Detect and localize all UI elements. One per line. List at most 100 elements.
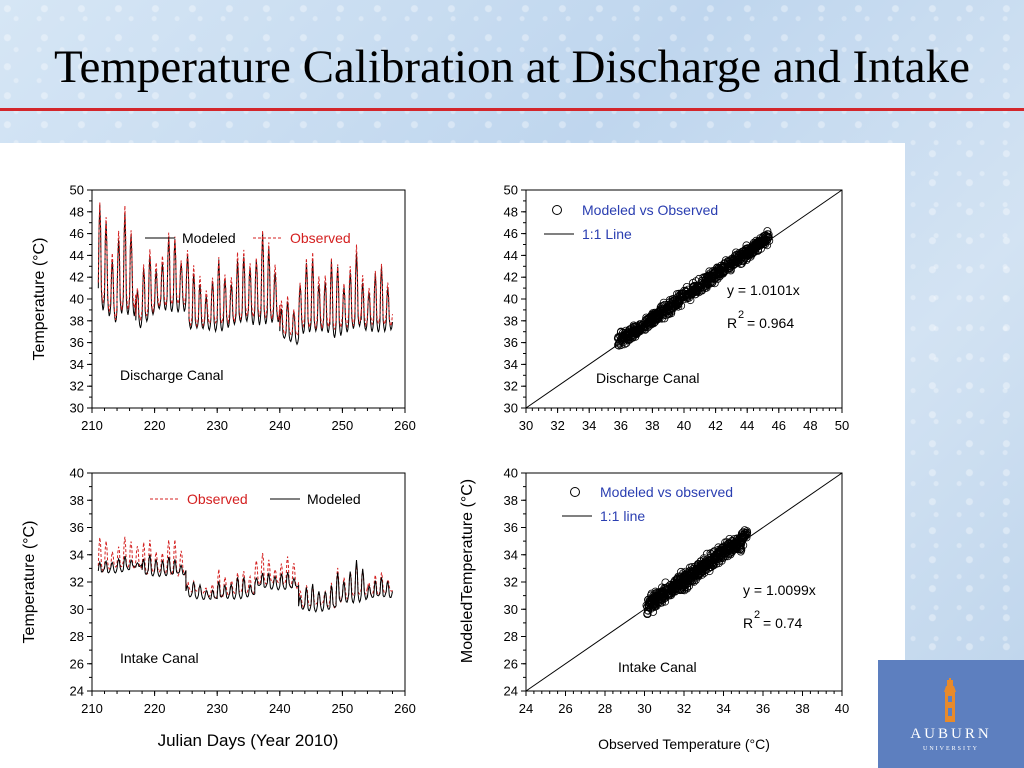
scatter-point xyxy=(631,328,640,337)
x-tick-label: 230 xyxy=(206,418,228,433)
x-tick-label: 38 xyxy=(645,418,659,433)
legend-label-line: 1:1 Line xyxy=(582,226,632,242)
series-line-modeled xyxy=(97,204,393,346)
y-tick-label: 32 xyxy=(70,379,84,394)
scatter-point xyxy=(630,324,639,333)
y-tick-label: 40 xyxy=(70,466,84,481)
scatter-point xyxy=(621,330,630,339)
scatter-point xyxy=(736,544,745,553)
scatter-point xyxy=(681,289,690,298)
scatter-point xyxy=(649,595,658,604)
scatter-point xyxy=(677,585,686,594)
scatter-point xyxy=(742,250,751,259)
y-tick-label: 28 xyxy=(504,629,518,644)
scatter-point xyxy=(739,528,748,537)
x-tick-label: 250 xyxy=(332,418,354,433)
scatter-point xyxy=(703,549,712,558)
scatter-point xyxy=(678,289,687,298)
y-tick-label: 38 xyxy=(504,313,518,328)
x-tick-label: 220 xyxy=(144,701,166,716)
x-tick-label: 48 xyxy=(803,418,817,433)
x-tick-label: 40 xyxy=(835,701,849,716)
scatter-point xyxy=(677,567,686,576)
y-tick-label: 44 xyxy=(504,248,518,263)
r-squared-label: R xyxy=(743,615,753,631)
scatter-point xyxy=(649,309,658,318)
y-tick-label: 42 xyxy=(70,270,84,285)
series-line-modeled xyxy=(97,554,393,613)
x-tick-label: 210 xyxy=(81,701,103,716)
scatter-point xyxy=(662,304,671,313)
scatter-point xyxy=(667,585,676,594)
auburn-university-logo: AUBURN UNIVERSITY xyxy=(878,660,1024,768)
scatter-point xyxy=(666,580,675,589)
annotation-label: Intake Canal xyxy=(618,659,697,675)
y-tick-label: 36 xyxy=(70,520,84,535)
title-divider xyxy=(0,108,1024,111)
scatter-point xyxy=(681,575,690,584)
r-squared-exponent: 2 xyxy=(738,309,744,321)
y-tick-label: 32 xyxy=(70,575,84,590)
y-tick-label: 38 xyxy=(70,313,84,328)
scatter-point xyxy=(728,539,737,548)
scatter-point xyxy=(710,556,719,565)
scatter-point xyxy=(618,333,627,342)
scatter-points xyxy=(613,227,774,350)
y-tick-label: 24 xyxy=(70,684,84,699)
fit-equation: y = 1.0101x xyxy=(727,282,800,298)
scatter-point xyxy=(760,234,769,243)
y-tick-label: 30 xyxy=(504,602,518,617)
scatter-point xyxy=(626,329,635,338)
legend-label-modeled: Modeled xyxy=(182,230,236,246)
scatter-point xyxy=(711,266,720,275)
y-tick-label: 40 xyxy=(504,292,518,307)
scatter-point xyxy=(668,587,677,596)
y-tick-label: 40 xyxy=(504,466,518,481)
y-tick-label: 48 xyxy=(504,204,518,219)
y-tick-label: 46 xyxy=(70,226,84,241)
scatter-point xyxy=(725,264,734,273)
x-tick-label: 24 xyxy=(519,701,533,716)
annotation-label: Intake Canal xyxy=(120,650,199,666)
y-tick-label: 34 xyxy=(70,547,84,562)
x-tick-label: 240 xyxy=(269,418,291,433)
x-tick-label: 34 xyxy=(716,701,730,716)
fit-equation: y = 1.0099x xyxy=(743,582,816,598)
x-tick-label: 38 xyxy=(795,701,809,716)
scatter-point xyxy=(720,259,729,268)
x-tick-label: 210 xyxy=(81,418,103,433)
charts-canvas: 210 220 230 240 250 2603032343638404244464850… xyxy=(21,183,849,753)
r-squared-exponent: 2 xyxy=(754,609,760,621)
scatter-point xyxy=(659,588,668,597)
scatter-point xyxy=(737,540,746,549)
scatter-point xyxy=(645,314,654,323)
y-tick-label: 26 xyxy=(70,656,84,671)
x-tick-label: 36 xyxy=(614,418,628,433)
legend-marker-circle xyxy=(570,487,580,497)
y-axis-title-discharge: Temperature (°C) xyxy=(31,238,48,361)
r-squared-value: = 0.74 xyxy=(763,615,803,631)
scatter-point xyxy=(763,233,772,242)
scatter-point xyxy=(651,587,660,596)
x-tick-label: 260 xyxy=(394,701,416,716)
x-tick-label: 34 xyxy=(582,418,596,433)
r-squared-value: = 0.964 xyxy=(747,315,794,331)
y-tick-label: 36 xyxy=(504,520,518,535)
x-axis-title-observed: Observed Temperature (°C) xyxy=(598,736,770,752)
scatter-point xyxy=(695,568,704,577)
scatter-point xyxy=(740,532,749,541)
y-tick-label: 34 xyxy=(504,547,518,562)
annotation-label: Discharge Canal xyxy=(596,370,700,386)
y-tick-label: 30 xyxy=(504,401,518,416)
series-line-observed xyxy=(97,202,393,337)
y-tick-label: 34 xyxy=(504,357,518,372)
scatter-points xyxy=(642,526,752,618)
y-tick-label: 26 xyxy=(504,656,518,671)
scatter-point xyxy=(740,526,749,535)
x-tick-label: 42 xyxy=(708,418,722,433)
r-squared-label: R xyxy=(727,315,737,331)
scatter-point xyxy=(645,319,654,328)
x-tick-label: 220 xyxy=(144,418,166,433)
x-tick-label: 240 xyxy=(269,701,291,716)
scatter-point xyxy=(763,227,772,236)
